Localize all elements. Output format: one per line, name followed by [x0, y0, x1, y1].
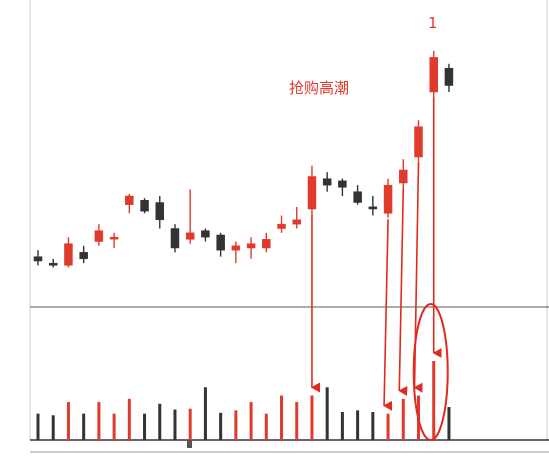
candle-body	[429, 57, 438, 93]
climax-volume-circle	[412, 303, 449, 441]
candle-body	[64, 243, 73, 266]
candle-body	[185, 232, 195, 240]
candle-body	[216, 234, 225, 251]
candle-body	[353, 191, 362, 203]
candle-body	[292, 219, 301, 225]
candles-layer	[33, 50, 454, 268]
candle-body	[262, 239, 271, 249]
candle-body	[277, 223, 286, 229]
candle-body	[140, 200, 149, 212]
candle-body	[170, 228, 180, 249]
volume-arrow	[383, 219, 393, 411]
candle-body	[414, 126, 423, 158]
candle-body	[399, 169, 408, 184]
candle-body	[125, 195, 134, 205]
candle-body	[444, 67, 454, 86]
candle-body	[201, 230, 210, 238]
candle-body	[79, 252, 88, 260]
candle-body	[94, 230, 104, 242]
volume-bars-layer	[36, 360, 451, 440]
candle-body	[368, 206, 378, 210]
candle-body	[33, 256, 43, 262]
candle-body	[322, 178, 332, 186]
candle-body	[383, 184, 393, 214]
marker-label: 1	[428, 14, 438, 32]
annotation-title: 抢购高潮	[289, 79, 349, 97]
candle-body	[155, 202, 165, 221]
candle-body	[246, 243, 256, 249]
candle-body	[109, 236, 119, 240]
axis-tick-mark	[187, 440, 192, 448]
candle-body	[338, 180, 347, 188]
volume-arrow	[398, 188, 408, 396]
candle-body	[231, 245, 241, 251]
candle-body	[48, 262, 58, 266]
candle-body	[307, 176, 317, 210]
